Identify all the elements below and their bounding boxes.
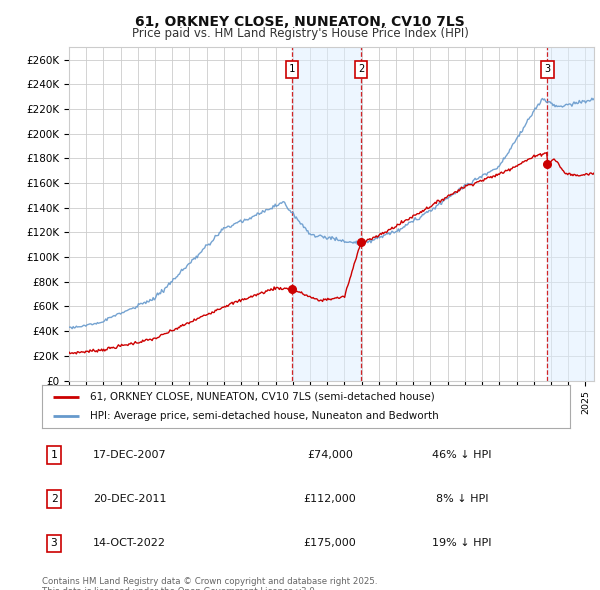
Text: 17-DEC-2007: 17-DEC-2007 bbox=[93, 450, 167, 460]
Text: 20-DEC-2011: 20-DEC-2011 bbox=[93, 494, 167, 504]
Text: 2: 2 bbox=[358, 64, 364, 74]
Text: £74,000: £74,000 bbox=[307, 450, 353, 460]
Text: 2: 2 bbox=[50, 494, 58, 504]
Text: 3: 3 bbox=[544, 64, 550, 74]
Text: 61, ORKNEY CLOSE, NUNEATON, CV10 7LS: 61, ORKNEY CLOSE, NUNEATON, CV10 7LS bbox=[135, 15, 465, 29]
Text: Contains HM Land Registry data © Crown copyright and database right 2025.
This d: Contains HM Land Registry data © Crown c… bbox=[42, 577, 377, 590]
Text: £175,000: £175,000 bbox=[304, 539, 356, 548]
Bar bbox=[292, 47, 361, 381]
Text: 8% ↓ HPI: 8% ↓ HPI bbox=[436, 494, 488, 504]
Text: £112,000: £112,000 bbox=[304, 494, 356, 504]
Text: 1: 1 bbox=[289, 64, 295, 74]
Text: 1: 1 bbox=[50, 450, 58, 460]
Text: 61, ORKNEY CLOSE, NUNEATON, CV10 7LS (semi-detached house): 61, ORKNEY CLOSE, NUNEATON, CV10 7LS (se… bbox=[89, 392, 434, 402]
Text: Price paid vs. HM Land Registry's House Price Index (HPI): Price paid vs. HM Land Registry's House … bbox=[131, 27, 469, 40]
Bar bbox=[547, 47, 594, 381]
Text: 3: 3 bbox=[50, 539, 58, 548]
Text: 19% ↓ HPI: 19% ↓ HPI bbox=[432, 539, 492, 548]
Text: 46% ↓ HPI: 46% ↓ HPI bbox=[432, 450, 492, 460]
Text: HPI: Average price, semi-detached house, Nuneaton and Bedworth: HPI: Average price, semi-detached house,… bbox=[89, 411, 438, 421]
Text: 14-OCT-2022: 14-OCT-2022 bbox=[93, 539, 166, 548]
